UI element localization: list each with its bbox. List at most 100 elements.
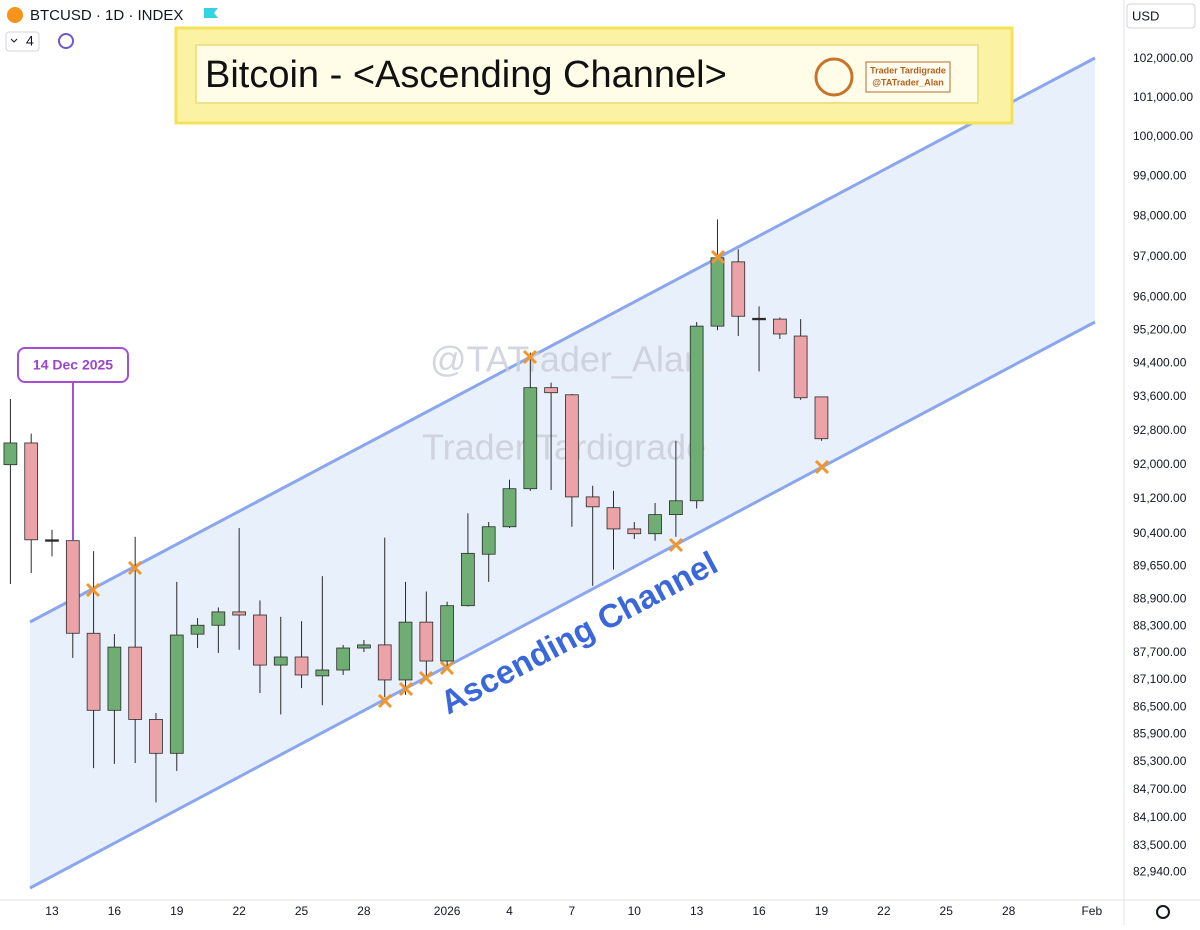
chevron <box>10 38 18 43</box>
y-tick-label: 100,000.00 <box>1133 129 1193 143</box>
candle-body <box>793 335 808 399</box>
x-tick-label: 19 <box>815 904 829 918</box>
y-tick-label: 92,000.00 <box>1133 457 1187 471</box>
x-tick-label: Feb <box>1081 904 1102 918</box>
flag-icon <box>204 8 218 18</box>
candle-body <box>377 644 392 681</box>
y-tick-label: 101,000.00 <box>1133 90 1193 104</box>
y-tick-label: 91,200.00 <box>1133 491 1187 505</box>
y-tick-label: 96,000.00 <box>1133 290 1187 304</box>
candle-body <box>294 656 309 676</box>
y-tick-label: 82,940.00 <box>1133 865 1187 879</box>
x-tick-label: 22 <box>877 904 891 918</box>
candle-body <box>710 257 725 327</box>
x-tick-label: 13 <box>45 904 59 918</box>
candle-body <box>357 644 371 649</box>
x-tick-label: 16 <box>752 904 766 918</box>
candle-body <box>481 526 496 555</box>
symbol[interactable]: BTCUSD · 1D · INDEX <box>30 7 183 24</box>
touch-markers <box>85 249 830 709</box>
candle-body <box>86 632 101 711</box>
y-tick-label: 88,300.00 <box>1133 618 1187 632</box>
y-tick-label: 86,500.00 <box>1133 699 1187 713</box>
candle-body <box>752 317 766 321</box>
x-tick-label: 19 <box>170 904 184 918</box>
refresh-icon[interactable] <box>58 33 74 49</box>
y-tick-label: 89,650.00 <box>1133 559 1187 573</box>
candle-body <box>585 496 600 508</box>
y-tick-label: 88,900.00 <box>1133 592 1187 606</box>
banner-inner <box>195 44 979 104</box>
x-tick-label: 28 <box>1002 904 1016 918</box>
banner-title: Bitcoin - <Ascending Channel> <box>205 54 727 96</box>
y-tick-label: 94,400.00 <box>1133 356 1187 370</box>
candle-body <box>731 261 746 317</box>
y-tick-label: 85,900.00 <box>1133 727 1187 741</box>
y-tick-label: 92,800.00 <box>1133 423 1187 437</box>
candle-body <box>502 488 517 528</box>
handle: @TATrader_Alan <box>872 77 943 87</box>
x-tick-label: 13 <box>690 904 704 918</box>
settings-icon[interactable] <box>1156 905 1170 919</box>
candle-body <box>689 325 704 502</box>
candle-body <box>149 719 163 754</box>
y-tick-label: 87,700.00 <box>1133 645 1187 659</box>
y-tick-label: 87,100.00 <box>1133 672 1187 686</box>
candle-body <box>315 669 330 677</box>
candle-body <box>24 442 39 541</box>
candle-body <box>544 387 558 394</box>
candle-body <box>606 507 621 530</box>
x-tick-label: 4 <box>506 904 513 918</box>
x-tick-label: 7 <box>569 904 576 918</box>
y-tick-label: 90,400.00 <box>1133 526 1187 540</box>
candle-body <box>128 646 143 720</box>
x-tick-label: 25 <box>940 904 954 918</box>
candle-body <box>273 656 288 666</box>
candle-body <box>169 634 184 754</box>
channel-lower <box>29 320 1096 890</box>
candle-body <box>253 614 267 666</box>
candle-body <box>461 552 475 607</box>
y-tick-label: 83,500.00 <box>1133 838 1187 852</box>
candle-body <box>190 624 205 635</box>
y-tick-label: 95,200.00 <box>1133 322 1187 336</box>
y-tick-label: 98,000.00 <box>1133 208 1187 222</box>
candle-body <box>336 647 350 671</box>
callout-box <box>17 347 129 383</box>
y-tick-label: 97,000.00 <box>1133 249 1187 263</box>
candle-body <box>107 646 122 711</box>
candle-body <box>398 621 413 681</box>
y-tick-label: 84,100.00 <box>1133 810 1187 824</box>
x-tick-label: 22 <box>232 904 246 918</box>
candle-body <box>3 442 18 466</box>
y-tick-label: 84,700.00 <box>1133 782 1187 796</box>
y-tick-label: 99,000.00 <box>1133 169 1187 183</box>
y-tick-label: 93,600.00 <box>1133 389 1187 403</box>
y-tick-label: 85,300.00 <box>1133 754 1187 768</box>
currency-box[interactable] <box>1126 3 1196 29</box>
x-tick-label: 16 <box>108 904 122 918</box>
candle-body <box>648 514 662 535</box>
count-box[interactable] <box>5 31 40 52</box>
candle-body <box>565 394 579 498</box>
candle-body <box>627 528 642 535</box>
candles <box>3 219 829 803</box>
coin-icon <box>7 7 23 23</box>
callout-text: 14 Dec 2025 <box>33 357 113 373</box>
candle-body <box>669 500 683 516</box>
candle-body <box>419 621 434 662</box>
x-tick-label: 28 <box>357 904 371 918</box>
candle-body <box>773 318 787 335</box>
watermark: Trader Tardigrade <box>422 427 706 468</box>
brand: Trader Tardigrade <box>870 65 946 75</box>
candle-body <box>814 396 829 440</box>
x-tick-label: 25 <box>295 904 309 918</box>
candle-body <box>65 540 80 634</box>
candle-body <box>440 605 454 662</box>
candle-body <box>232 611 247 616</box>
logo <box>814 57 854 97</box>
watermark: @TATrader_Alan <box>430 339 704 380</box>
count: 4 <box>26 33 34 49</box>
currency: USD <box>1132 8 1159 23</box>
candle-body <box>523 387 538 490</box>
